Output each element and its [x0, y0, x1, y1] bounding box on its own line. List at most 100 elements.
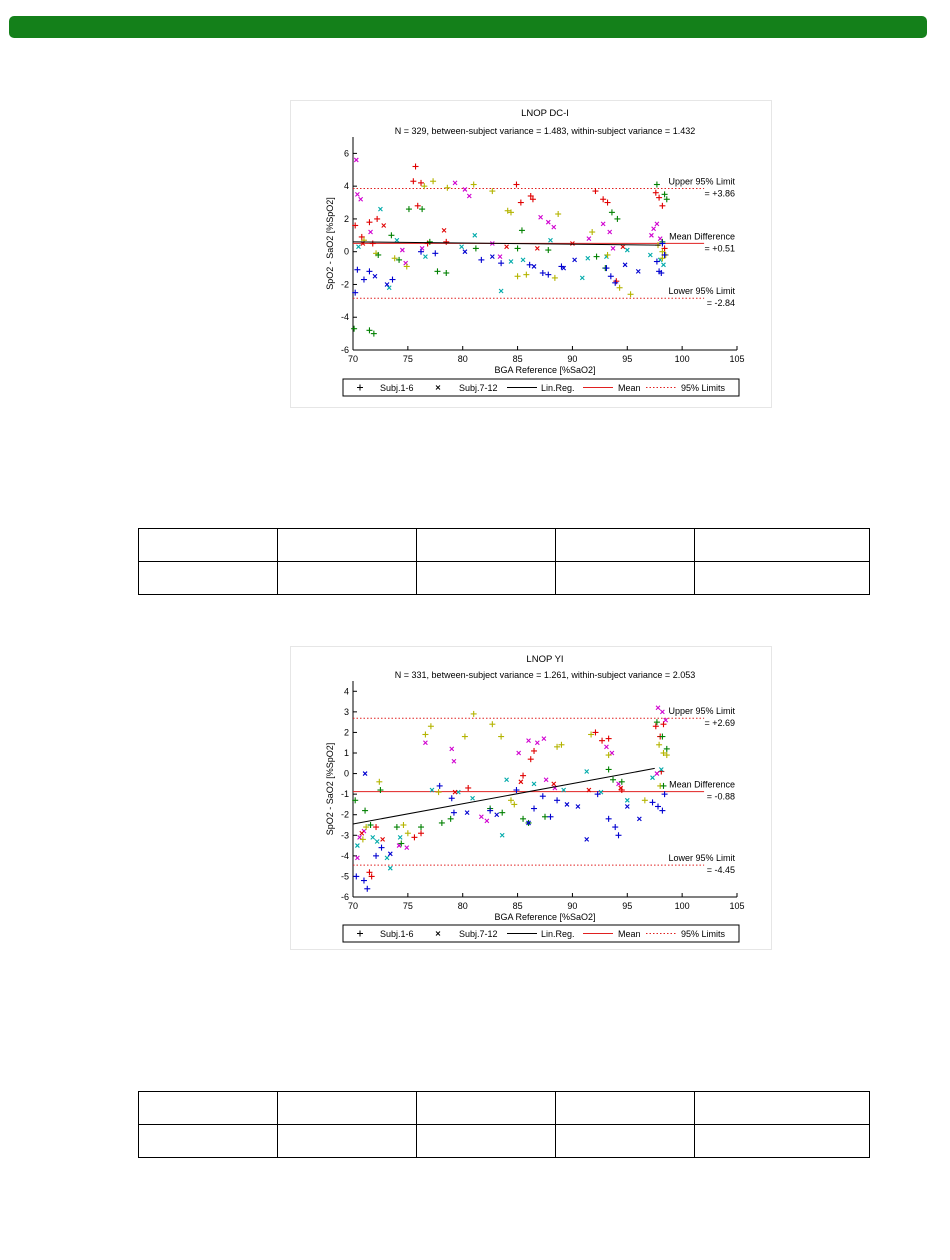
data-point-cross [356, 244, 361, 250]
data-point-plus [641, 797, 648, 804]
data-point-plus [504, 207, 511, 214]
data-point-plus [655, 803, 662, 810]
data-point-plus [531, 805, 538, 812]
table-cell [138, 1124, 278, 1158]
data-point-cross [462, 249, 468, 255]
y-tick-label: 6 [344, 148, 349, 158]
y-tick-label: -3 [341, 830, 349, 840]
table-cell [416, 1124, 556, 1158]
data-point-cross [459, 244, 465, 250]
data-point-cross [624, 804, 630, 809]
data-point-plus [542, 813, 548, 820]
legend-label: Mean [618, 929, 641, 939]
x-tick-label: 85 [513, 354, 523, 364]
data-point-plus [450, 809, 457, 816]
chart-legend: Subj.1-6 Subj.7-12 Lin.Reg. Mean 95% Limits [342, 378, 740, 397]
table-row [138, 528, 870, 562]
x-tick-label: 75 [403, 354, 413, 364]
data-point-plus [353, 873, 360, 880]
data-point-cross [357, 834, 362, 840]
data-point-plus [659, 807, 666, 814]
data-point-plus [405, 206, 412, 213]
data-point-cross [572, 257, 578, 263]
data-point-cross [396, 843, 402, 848]
data-point-plus [438, 819, 445, 826]
table-cell [277, 1091, 417, 1125]
data-point-cross [423, 254, 428, 259]
data-point-cross [478, 814, 484, 820]
data-point-cross [651, 226, 657, 232]
data-point-plus [375, 251, 382, 258]
data-point-plus [661, 245, 668, 252]
legend-marker-plus [357, 930, 363, 937]
data-point-plus [369, 240, 376, 247]
data-point-plus [363, 824, 370, 831]
table-cell [138, 528, 278, 562]
data-point-plus [618, 778, 625, 785]
chart-subtitle: N = 329, between-subject variance = 1.48… [395, 126, 695, 136]
x-axis-label: BGA Reference [%SaO2] [494, 365, 595, 375]
data-point-cross [484, 818, 490, 824]
data-point-plus [607, 273, 614, 280]
data-point-cross [441, 228, 447, 233]
x-tick-label: 80 [458, 901, 468, 911]
table-cell [555, 1091, 695, 1125]
y-tick-label: -5 [341, 871, 349, 881]
data-point-plus [513, 181, 520, 188]
data-point-cross [372, 273, 378, 279]
data-point-cross [404, 845, 410, 851]
data-point-cross [387, 865, 393, 871]
data-point-plus [376, 778, 383, 785]
data-point-cross [649, 232, 654, 238]
legend-box [342, 924, 740, 943]
data-point-cross [354, 843, 360, 848]
data-point-cross [604, 744, 609, 750]
y-tick-label: 1 [344, 748, 349, 758]
legend-marker-cross [435, 385, 441, 390]
data-point-cross [660, 709, 665, 715]
data-point-cross [561, 787, 567, 793]
x-tick-label: 105 [729, 901, 744, 911]
data-point-cross [564, 802, 570, 807]
data-point-plus [649, 799, 656, 806]
data-point-plus [605, 735, 612, 742]
data-point-plus [410, 178, 417, 185]
x-tick-label: 85 [513, 901, 523, 911]
data-point-cross [654, 771, 660, 776]
data-point-plus [523, 271, 530, 278]
y-tick-label: -2 [341, 810, 349, 820]
data-point-cross [451, 758, 457, 764]
data-point-plus [499, 809, 506, 816]
legend-marker-cross [435, 931, 441, 936]
y-axis-label: SpO2 - SaO2 [%SpO2] [325, 197, 335, 290]
data-point-cross [462, 187, 468, 192]
data-point-plus [368, 873, 375, 880]
data-point-plus [659, 240, 666, 247]
chart-legend: Subj.1-6 Subj.7-12 Lin.Reg. Mean 95% Limits [342, 924, 740, 943]
data-point-plus [612, 279, 619, 286]
y-tick-label: 4 [344, 686, 349, 696]
data-point-cross [470, 795, 475, 801]
y-tick-label: -1 [341, 789, 349, 799]
mean-value-label: = +0.51 [704, 243, 735, 253]
table-cell [277, 1124, 417, 1158]
data-point-plus [652, 189, 659, 196]
data-point-plus [547, 813, 554, 820]
data-point-plus [555, 211, 562, 218]
table-cell [416, 1091, 556, 1125]
data-point-cross [561, 265, 567, 271]
data-point-cross [551, 224, 557, 230]
data-point-plus [517, 199, 524, 206]
data-point-cross [551, 781, 557, 787]
data-point-cross [575, 804, 581, 809]
data-point-plus [419, 206, 426, 213]
data-point-plus [615, 832, 622, 839]
y-tick-label: 3 [344, 707, 349, 717]
data-point-plus [661, 191, 668, 198]
data-point-cross [354, 855, 360, 861]
table-cell [694, 528, 870, 562]
data-point-plus [545, 271, 552, 278]
data-point-plus [396, 256, 403, 263]
regression-line [352, 767, 655, 825]
data-point-cross [636, 816, 642, 822]
